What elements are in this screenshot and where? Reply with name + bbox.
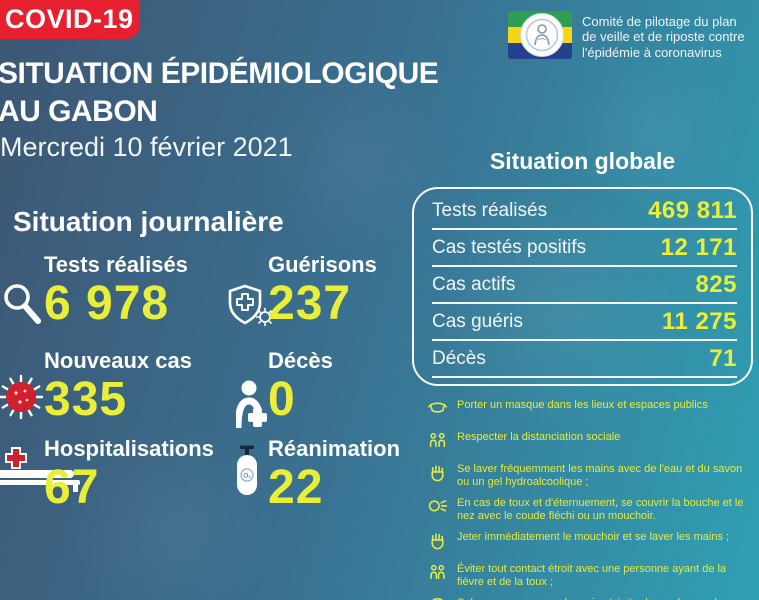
advice-text: Éviter tout contact étroit avec une pers…: [457, 562, 727, 588]
advice-list: Porter un masque dans les lieux et espac…: [428, 399, 750, 600]
advice-item: Respecter la distanciation sociale: [428, 431, 750, 455]
stat-card-guerisons: Guérisons 237: [268, 252, 377, 329]
row-value: 825: [695, 270, 737, 298]
magnifier-icon: [2, 283, 42, 334]
page-title-line1: SITUATION ÉPIDÉMIOLOGIQUE: [0, 57, 439, 90]
stat-label: Tests réalisés: [44, 252, 188, 277]
table-row: Cas guéris 11 275: [432, 304, 737, 341]
hospital-bed-icon: [0, 446, 90, 497]
advice-text: En cas de toux et d'éternuement, se couv…: [457, 496, 744, 522]
advice-item: Éviter tout contact étroit avec une pers…: [428, 563, 750, 589]
stat-card-reanimation: Réanimation 22: [268, 436, 400, 513]
committee-line2: de veille et de riposte contre: [582, 29, 745, 45]
table-row: Cas testés positifs 12 171: [432, 230, 737, 267]
advice-item: En cas de toux et d'éternuement, se couv…: [428, 497, 750, 523]
row-label: Cas actifs: [432, 273, 516, 295]
stat-value: 237: [268, 277, 352, 330]
stat-value: 0: [268, 373, 296, 426]
row-value: 12 171: [660, 233, 737, 261]
table-row: Décès 71: [432, 341, 737, 378]
date-label: Mercredi 10 février 2021: [0, 132, 293, 162]
advice-text: Saluer sans se serrer la main et éviter …: [457, 597, 735, 600]
mask-icon: [428, 399, 447, 423]
stat-card-nouveaux-cas: Nouveaux cas 335: [44, 348, 192, 425]
advice-item: Saluer sans se serrer la main et éviter …: [428, 597, 750, 600]
row-label: Cas guéris: [432, 310, 523, 332]
covid-banner-label: COVID-19: [5, 4, 134, 34]
row-label: Cas testés positifs: [432, 236, 587, 258]
table-row: Cas actifs 825: [432, 267, 737, 304]
hand-wash-icon: [428, 531, 447, 555]
virus-icon: [0, 370, 48, 429]
advice-text: Jeter immédiatement le mouchoir et se la…: [457, 530, 730, 543]
person-cross-icon: [234, 380, 272, 433]
stat-label: Réanimation: [268, 436, 401, 461]
gabon-seal-icon: [520, 13, 564, 57]
advice-text: Porter un masque dans les lieux et espac…: [457, 399, 708, 411]
stat-value: 67: [44, 461, 100, 514]
hand-wash-icon: [428, 463, 447, 487]
social-distancing-icon: [428, 431, 447, 455]
stat-card-hospitalisations: Hospitalisations 67: [44, 436, 214, 513]
daily-section-title: Situation journalière: [13, 206, 284, 237]
committee-line3: l'épidémie à coronavirus: [582, 44, 722, 60]
advice-item: Se laver fréquemment les mains avec de l…: [428, 463, 750, 489]
global-stats-table: Tests réalisés 469 811 Cas testés positi…: [412, 187, 753, 386]
stat-label: Hospitalisations: [44, 436, 214, 461]
stat-value: 22: [268, 461, 324, 514]
committee-caption: Comité de pilotage du plan de veille et …: [582, 14, 745, 60]
row-value: 469 811: [648, 196, 737, 224]
row-value: 71: [709, 344, 737, 372]
row-value: 11 275: [661, 307, 737, 335]
stat-value: 335: [44, 373, 128, 426]
committee-line1: Comité de pilotage du plan: [582, 14, 737, 29]
stat-label: Nouveaux cas: [44, 348, 192, 373]
table-row: Tests réalisés 469 811: [432, 193, 737, 230]
avoid-contact-icon: [428, 563, 447, 587]
stat-card-deces: Décès 0: [268, 348, 333, 425]
stat-label: Guérisons: [268, 252, 377, 277]
advice-item: Porter un masque dans les lieux et espac…: [428, 399, 750, 423]
svg-text:O₂: O₂: [243, 473, 251, 480]
no-handshake-icon: [428, 597, 447, 600]
advice-text: Respecter la distanciation sociale: [457, 431, 621, 443]
stat-card-tests: Tests réalisés 6 978: [44, 252, 188, 329]
global-section-title: Situation globale: [489, 148, 676, 174]
stat-value: 6 978: [44, 277, 170, 330]
shield-cross-virus-icon: [226, 284, 275, 333]
advice-item: Jeter immédiatement le mouchoir et se la…: [428, 531, 750, 555]
page-title-line2: AU GABON: [0, 95, 158, 128]
row-label: Tests réalisés: [432, 199, 548, 221]
stat-label: Décès: [268, 348, 333, 373]
covid-banner: COVID-19: [0, 0, 140, 39]
advice-text: Se laver fréquemment les mains avec de l…: [457, 463, 743, 488]
row-label: Décès: [432, 347, 486, 369]
oxygen-tank-icon: O₂: [234, 444, 262, 501]
sneeze-icon: [428, 497, 448, 521]
